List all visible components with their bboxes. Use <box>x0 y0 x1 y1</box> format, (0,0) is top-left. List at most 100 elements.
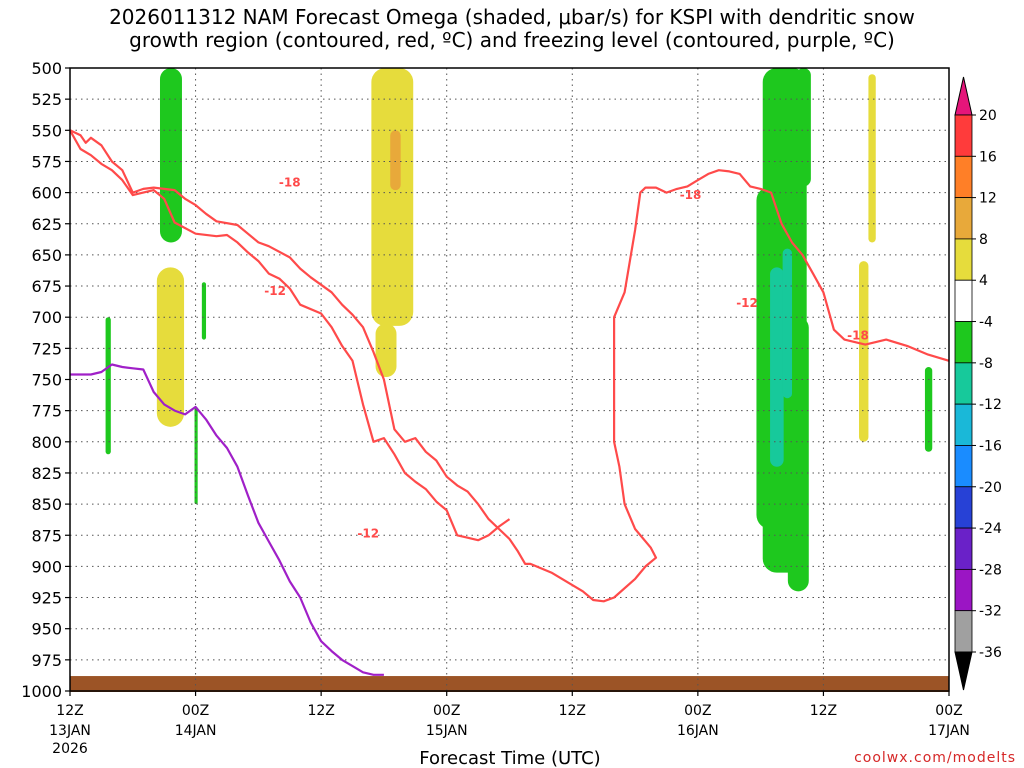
omega-shade-blob <box>787 317 809 592</box>
x-axis-label: Forecast Time (UTC) <box>419 748 600 768</box>
omega-shading-layer <box>105 68 933 592</box>
y-tick-label: 800 <box>31 433 62 452</box>
x-tick-label-line2: 17JAN <box>928 723 970 739</box>
colorbar-swatch <box>954 155 973 199</box>
y-tick-label: 675 <box>31 277 62 296</box>
contour-label: -18 <box>847 329 869 343</box>
contour-label: -18 <box>680 188 702 202</box>
x-tick-label-line1: 00Z <box>684 703 711 719</box>
y-axis-ticks: 500 525 550 575 600 625 650 675 700 725 750 775 800 8… <box>21 59 70 701</box>
omega-shade-blob <box>159 68 182 243</box>
x-tick-label-line2: 16JAN <box>677 723 719 739</box>
colorbar-swatch <box>954 114 973 157</box>
y-tick-label: 625 <box>31 215 62 234</box>
y-tick-label: 525 <box>31 90 62 109</box>
title-line-1: 2026011312 NAM Forecast Omega (shaded, μ… <box>109 5 915 29</box>
colorbar-swatch <box>954 610 973 653</box>
omega-shade-blob <box>924 367 933 452</box>
colorbar-swatch <box>954 321 973 364</box>
y-tick-label: 900 <box>31 557 62 576</box>
x-tick-label-line1: 00Z <box>182 703 209 719</box>
x-tick-label-line2: 14JAN <box>175 723 217 739</box>
plot-frame <box>69 67 950 692</box>
y-tick-label: 775 <box>31 402 62 421</box>
omega-shade-blob <box>194 406 198 505</box>
omega-shade-blob <box>390 130 401 191</box>
colorbar-swatch <box>954 527 973 570</box>
colorbar-level-label: -8 <box>979 356 993 372</box>
omega-shade-blob <box>782 248 793 399</box>
colorbar-level-label: -12 <box>979 397 1002 413</box>
x-tick-label-line1: 12Z <box>307 703 334 719</box>
freezing_level_0C-contour <box>70 363 384 676</box>
colorbar-level-label: 4 <box>979 273 988 289</box>
terrain-layer <box>70 676 949 692</box>
omega-shade-blob <box>796 68 811 187</box>
x-tick-label-line1: 00Z <box>433 703 460 719</box>
colorbar-level-label: -16 <box>979 438 1002 454</box>
x-tick-label-line1: 00Z <box>935 703 962 719</box>
y-tick-label: 700 <box>31 308 62 327</box>
contour-label: -12 <box>264 284 286 298</box>
colorbar-level-label: -28 <box>979 562 1002 578</box>
x-tick-label-line3: 2026 <box>52 741 88 757</box>
y-tick-label: 975 <box>31 651 62 670</box>
colorbar-level-label: 16 <box>979 149 997 165</box>
colorbar-level-label: -36 <box>979 645 1002 661</box>
y-tick-label: 500 <box>31 59 62 78</box>
colorbar-swatch <box>954 362 973 405</box>
y-tick-label: 600 <box>31 184 62 203</box>
terrain-surface <box>70 676 949 692</box>
y-tick-label: 925 <box>31 589 62 608</box>
chart-title: 2026011312 NAM Forecast Omega (shaded, μ… <box>0 6 1024 52</box>
contour-label: -12 <box>357 527 379 541</box>
x-axis-ticks: 12Z 13JAN 2026 00Z 14JAN 12Z 00Z 15JAN 12Z 00Z 16J… <box>49 691 970 757</box>
colorbar-swatch <box>954 238 973 281</box>
omega-shade-blob <box>156 267 185 427</box>
y-tick-label: 825 <box>31 464 62 483</box>
omega-shade-blob <box>868 74 876 243</box>
y-tick-label: 875 <box>31 526 62 545</box>
x-tick-label-line1: 12Z <box>559 703 586 719</box>
x-tick-label-line1: 12Z <box>56 703 83 719</box>
omega-shade-blob <box>770 267 784 467</box>
dgz_-18C-contour <box>69 129 950 603</box>
contour-label: -12 <box>736 296 758 310</box>
x-tick-label-line1: 12Z <box>810 703 837 719</box>
colorbar-level-label: 8 <box>979 232 988 248</box>
colorbar-swatch <box>954 445 973 488</box>
colorbar: 20 16 12 8 4 -4 -8 -12 -16 -20 -24 -28 -32 -36 <box>954 76 1002 691</box>
y-tick-label: 1000 <box>21 682 62 701</box>
omega-shade-blob <box>859 261 869 442</box>
title-line-2: growth region (contoured, red, ºC) and f… <box>129 28 895 52</box>
omega-shade-blob <box>371 68 414 326</box>
colorbar-top-arrow <box>954 76 973 116</box>
colorbar-level-label: -32 <box>979 604 1002 620</box>
x-tick-label-line2: 15JAN <box>426 723 468 739</box>
y-tick-label: 950 <box>31 620 62 639</box>
y-tick-label: 550 <box>31 121 62 140</box>
credit-text: coolwx.com/modelts <box>854 750 1016 766</box>
grid-layer <box>70 68 949 691</box>
colorbar-level-label: -20 <box>979 480 1002 496</box>
colorbar-level-label: -24 <box>979 521 1002 537</box>
colorbar-swatch <box>954 568 973 612</box>
colorbar-level-label: -4 <box>979 315 993 331</box>
omega-shade-blob <box>105 317 111 455</box>
y-tick-label: 750 <box>31 371 62 390</box>
colorbar-swatch <box>954 486 973 529</box>
omega-shade-blob <box>201 282 207 340</box>
contour-label: -18 <box>279 175 301 189</box>
dgz_-12C-contour <box>69 129 511 542</box>
y-tick-label: 725 <box>31 339 62 358</box>
contour-layer <box>69 129 950 676</box>
colorbar-swatch <box>954 403 973 446</box>
colorbar-bottom-arrow <box>954 651 973 691</box>
y-tick-label: 575 <box>31 152 62 171</box>
colorbar-level-label: 20 <box>979 108 997 124</box>
x-tick-label-line2: 13JAN <box>49 723 91 739</box>
omega-shade-blob <box>375 323 397 378</box>
contour-label-layer: -18 -12 -12 -18 -12 -18 <box>264 175 869 540</box>
y-tick-label: 650 <box>31 246 62 265</box>
